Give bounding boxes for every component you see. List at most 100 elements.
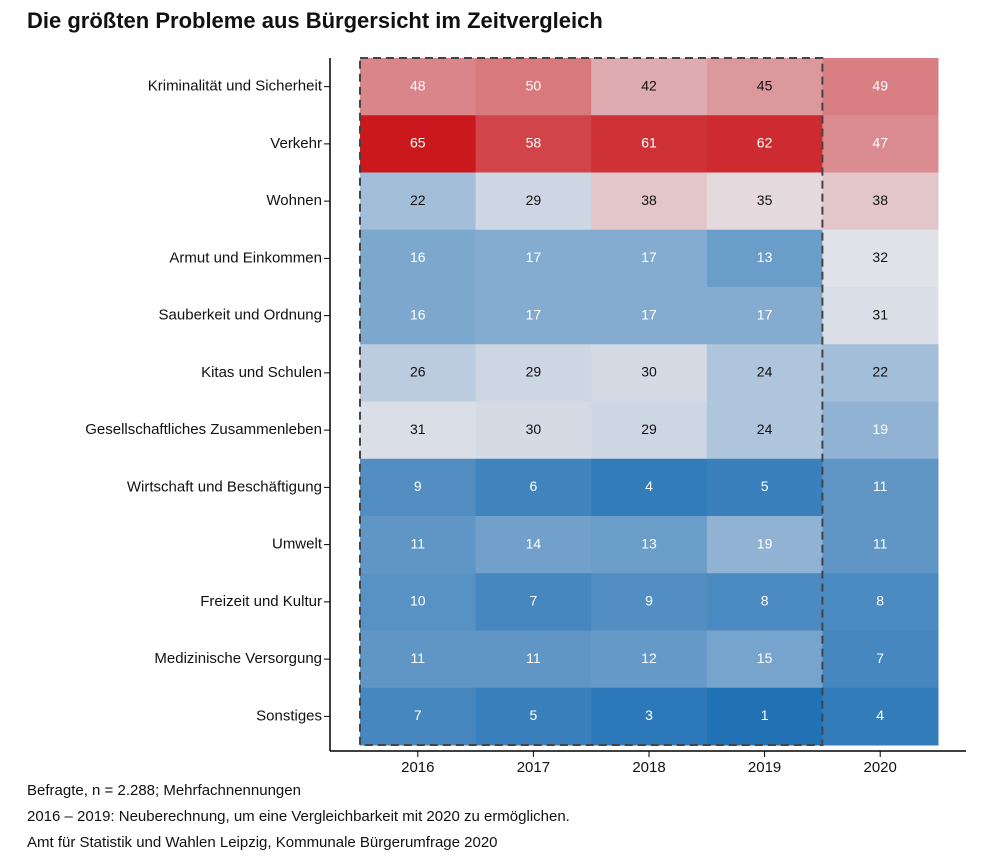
cell-label: 11 xyxy=(873,535,888,551)
cell-label: 3 xyxy=(645,707,653,723)
cell-label: 5 xyxy=(761,478,769,494)
heat-cell xyxy=(591,229,708,288)
heat-cell xyxy=(822,687,939,746)
heat-cell xyxy=(475,516,592,574)
cell-label: 15 xyxy=(757,650,773,666)
cell-label: 11 xyxy=(411,650,426,666)
heat-cell xyxy=(822,516,939,574)
x-tick-label: 2020 xyxy=(864,759,897,776)
cell-label: 17 xyxy=(526,306,542,322)
heat-cell xyxy=(591,401,708,460)
heat-cell xyxy=(475,458,592,517)
cell-label: 61 xyxy=(641,135,657,151)
heat-cell xyxy=(360,516,477,574)
chart-title: Die größten Probleme aus Bürgersicht im … xyxy=(27,8,603,33)
cell-label: 7 xyxy=(530,593,538,609)
cell-label: 35 xyxy=(757,192,773,208)
cell-label: 29 xyxy=(526,192,542,208)
cell-label: 16 xyxy=(410,306,426,322)
cell-label: 19 xyxy=(872,421,888,437)
heat-cell xyxy=(475,630,592,689)
heat-cell xyxy=(360,287,477,345)
cell-label: 31 xyxy=(410,421,426,437)
cell-label: 7 xyxy=(414,707,422,723)
heat-cell xyxy=(591,115,708,173)
cell-label: 5 xyxy=(530,707,538,723)
heat-cell xyxy=(706,516,823,574)
heat-cell xyxy=(360,58,477,116)
row-label: Gesellschaftliches Zusammenleben xyxy=(85,421,322,438)
heat-cell xyxy=(475,172,592,231)
comparison-box xyxy=(359,57,824,746)
cell-label: 17 xyxy=(526,249,542,265)
heat-cell xyxy=(706,115,823,173)
cell-label: 38 xyxy=(641,192,657,208)
x-tick-label: 2018 xyxy=(632,759,665,776)
heat-cell xyxy=(591,516,708,574)
row-label: Sauberkeit und Ordnung xyxy=(159,307,322,324)
heat-cell xyxy=(475,344,592,402)
heat-cell xyxy=(822,401,939,460)
footnote: Amt für Statistik und Wahlen Leipzig, Ko… xyxy=(27,834,498,851)
cell-label: 30 xyxy=(641,364,657,380)
cell-label: 14 xyxy=(526,535,542,551)
row-label: Sonstiges xyxy=(256,707,322,724)
heat-cell xyxy=(475,573,592,631)
heat-cell xyxy=(360,630,477,689)
cell-label: 6 xyxy=(530,478,538,494)
cell-label: 11 xyxy=(873,478,888,494)
heat-cell xyxy=(475,287,592,345)
cell-label: 49 xyxy=(872,77,888,93)
heat-cell xyxy=(360,573,477,631)
cell-label: 62 xyxy=(757,135,773,151)
heat-cell xyxy=(822,630,939,689)
heat-cell xyxy=(360,344,477,402)
heat-cell xyxy=(591,344,708,402)
x-tick-label: 2016 xyxy=(401,759,434,776)
heat-cell xyxy=(706,458,823,517)
footnote: Befragte, n = 2.288; Mehrfachnennungen xyxy=(27,782,301,799)
cell-label: 11 xyxy=(411,535,426,551)
x-tick-label: 2017 xyxy=(517,759,550,776)
cell-label: 8 xyxy=(761,593,769,609)
cell-label: 29 xyxy=(526,364,542,380)
heat-cell xyxy=(591,58,708,116)
cell-label: 12 xyxy=(641,650,657,666)
heat-cell xyxy=(591,458,708,517)
heat-cell xyxy=(360,172,477,231)
heat-cell xyxy=(822,115,939,173)
cell-label: 30 xyxy=(526,421,542,437)
footnote: 2016 – 2019: Neuberechnung, um eine Verg… xyxy=(27,808,570,825)
cell-label: 47 xyxy=(872,135,888,151)
cell-label: 29 xyxy=(641,421,657,437)
heat-cell xyxy=(706,172,823,231)
cell-label: 4 xyxy=(645,478,653,494)
cell-label: 42 xyxy=(641,77,657,93)
heat-cell xyxy=(822,229,939,288)
row-label: Wohnen xyxy=(266,192,322,209)
heat-cell xyxy=(475,687,592,746)
cell-label: 45 xyxy=(757,77,773,93)
heat-cell xyxy=(591,687,708,746)
heat-cell xyxy=(706,401,823,460)
cell-label: 22 xyxy=(410,192,426,208)
cell-label: 24 xyxy=(757,421,773,437)
cell-label: 17 xyxy=(641,306,657,322)
heat-cell xyxy=(822,573,939,631)
heat-cell xyxy=(822,458,939,517)
cell-label: 50 xyxy=(526,77,542,93)
row-label: Umwelt xyxy=(272,536,323,553)
cell-label: 19 xyxy=(757,535,773,551)
cell-label: 4 xyxy=(876,707,884,723)
cell-label: 17 xyxy=(757,306,773,322)
heat-cell xyxy=(822,344,939,402)
heat-cell xyxy=(360,115,477,173)
cell-label: 16 xyxy=(410,249,426,265)
heat-cell xyxy=(360,458,477,517)
heat-cell xyxy=(706,344,823,402)
heat-cell xyxy=(706,687,823,746)
heat-cell xyxy=(706,229,823,288)
row-label: Medizinische Versorgung xyxy=(154,650,322,667)
heat-cell xyxy=(591,172,708,231)
